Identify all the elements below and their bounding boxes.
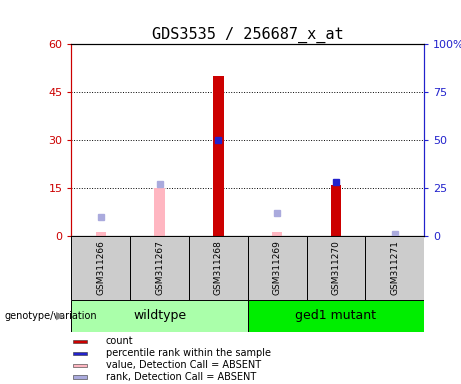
Text: ged1 mutant: ged1 mutant	[296, 310, 377, 322]
Bar	[73, 352, 87, 355]
Bar	[154, 188, 165, 236]
Text: GSM311269: GSM311269	[272, 240, 282, 295]
Text: rank, Detection Call = ABSENT: rank, Detection Call = ABSENT	[106, 372, 256, 382]
Bar	[365, 236, 424, 300]
Text: GSM311270: GSM311270	[331, 240, 341, 295]
Bar	[248, 236, 307, 300]
Bar	[71, 236, 130, 300]
Bar	[73, 340, 87, 343]
Text: count: count	[106, 336, 133, 346]
Title: GDS3535 / 256687_x_at: GDS3535 / 256687_x_at	[152, 26, 343, 43]
Text: GSM311271: GSM311271	[390, 240, 399, 295]
Text: percentile rank within the sample: percentile rank within the sample	[106, 348, 271, 358]
Bar	[73, 376, 87, 379]
Bar	[331, 185, 341, 236]
Text: value, Detection Call = ABSENT: value, Detection Call = ABSENT	[106, 360, 261, 370]
Bar	[307, 236, 366, 300]
Bar	[248, 300, 424, 332]
Text: genotype/variation: genotype/variation	[5, 311, 97, 321]
Bar	[213, 76, 224, 236]
Text: GSM311268: GSM311268	[214, 240, 223, 295]
Bar	[95, 232, 106, 236]
Bar	[130, 236, 189, 300]
Bar	[73, 364, 87, 367]
Bar	[272, 232, 283, 236]
Bar	[189, 236, 248, 300]
Text: GSM311266: GSM311266	[96, 240, 106, 295]
Text: wildtype: wildtype	[133, 310, 186, 322]
Text: ▶: ▶	[56, 311, 64, 321]
Bar	[71, 300, 248, 332]
Text: GSM311267: GSM311267	[155, 240, 164, 295]
